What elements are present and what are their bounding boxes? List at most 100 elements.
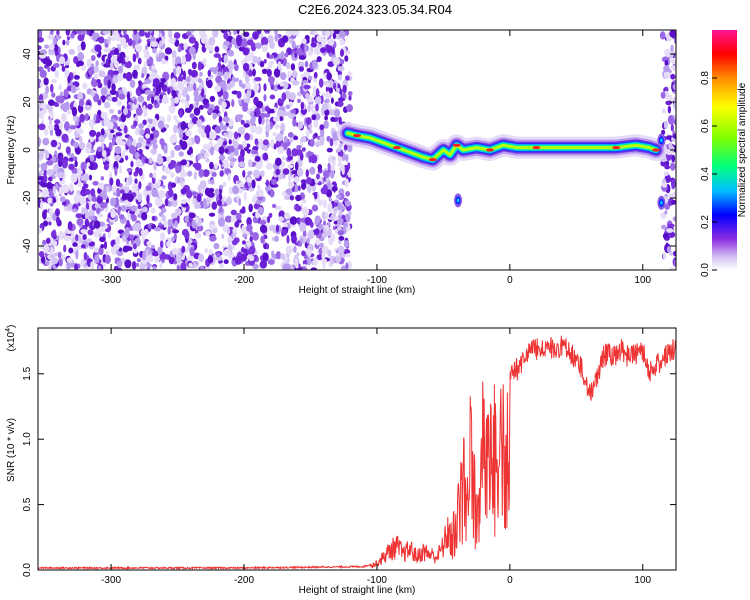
noise-speckle xyxy=(321,30,327,37)
noise-speckle xyxy=(77,169,83,175)
noise-speckle xyxy=(84,113,89,122)
noise-speckle xyxy=(297,98,301,103)
noise-speckle xyxy=(254,138,259,146)
noise-speckle xyxy=(305,92,310,100)
snr-x-label: Height of straight line (km) xyxy=(299,585,416,596)
noise-speckle xyxy=(141,206,148,213)
noise-speckle xyxy=(670,179,676,189)
noise-speckle xyxy=(45,59,53,67)
noise-speckle xyxy=(75,234,79,242)
noise-speckle xyxy=(211,172,217,177)
noise-speckle xyxy=(135,166,140,174)
noise-speckle xyxy=(138,30,145,37)
noise-speckle xyxy=(259,259,268,269)
noise-speckle xyxy=(152,143,158,150)
noise-speckle xyxy=(168,254,175,265)
noise-speckle xyxy=(347,210,352,216)
noise-speckle xyxy=(184,53,192,62)
noise-speckle xyxy=(664,165,671,170)
noise-speckle xyxy=(86,30,91,36)
signal-trace-band xyxy=(346,131,658,162)
noise-speckle xyxy=(177,46,182,53)
noise-speckle xyxy=(46,160,54,166)
noise-speckle xyxy=(93,162,98,170)
noise-speckle xyxy=(117,56,124,63)
noise-speckle xyxy=(38,190,42,196)
noise-speckle xyxy=(672,133,676,139)
noise-speckle xyxy=(48,51,55,56)
noise-speckle xyxy=(314,228,320,236)
noise-speckle xyxy=(212,112,217,120)
noise-speckle xyxy=(279,116,284,122)
noise-speckle xyxy=(138,123,145,129)
noise-speckle xyxy=(304,43,308,53)
spectrogram-y-label: Frequency (Hz) xyxy=(6,116,17,185)
noise-speckle xyxy=(266,216,271,224)
noise-speckle xyxy=(306,237,310,244)
noise-speckle xyxy=(283,195,291,200)
noise-speckle xyxy=(111,96,118,102)
noise-speckle xyxy=(664,60,669,67)
noise-speckle xyxy=(673,259,676,267)
noise-speckle xyxy=(348,95,352,101)
noise-speckle xyxy=(323,220,326,226)
noise-speckle xyxy=(110,208,116,219)
noise-speckle xyxy=(229,80,236,88)
noise-speckle xyxy=(276,224,279,233)
noise-speckle xyxy=(198,84,202,92)
noise-speckle xyxy=(228,139,232,145)
noise-speckle xyxy=(150,41,158,47)
noise-speckle xyxy=(263,83,267,92)
noise-speckle xyxy=(210,179,215,185)
noise-speckle xyxy=(87,229,94,236)
noise-speckle xyxy=(55,34,62,40)
noise-speckle xyxy=(330,116,336,122)
noise-speckle xyxy=(81,185,86,193)
noise-speckle xyxy=(321,232,328,238)
noise-speckle xyxy=(268,212,273,219)
noise-speckle xyxy=(661,108,666,114)
noise-speckle xyxy=(340,265,347,270)
noise-speckle xyxy=(265,243,270,250)
noise-speckle xyxy=(49,110,54,119)
noise-speckle xyxy=(98,182,105,190)
noise-speckle xyxy=(335,87,340,93)
noise-speckle xyxy=(39,69,47,78)
noise-speckle xyxy=(325,30,331,38)
noise-speckle xyxy=(232,185,240,195)
noise-speckle xyxy=(124,182,130,188)
noise-speckle xyxy=(144,89,152,95)
noise-speckle xyxy=(138,181,142,190)
spectral-spot-core xyxy=(660,138,663,143)
noise-speckle xyxy=(333,202,339,207)
noise-speckle xyxy=(314,95,322,105)
noise-speckle xyxy=(110,55,119,63)
noise-speckle xyxy=(345,191,350,197)
noise-speckle xyxy=(203,143,210,151)
noise-speckle xyxy=(306,177,312,185)
noise-speckle xyxy=(669,250,673,256)
noise-speckle xyxy=(345,75,350,81)
noise-speckle xyxy=(50,30,54,35)
noise-speckle xyxy=(88,66,95,76)
noise-speckle xyxy=(107,121,114,129)
noise-speckle xyxy=(189,103,194,110)
noise-speckle xyxy=(209,95,216,102)
noise-speckle xyxy=(345,262,349,270)
noise-speckle xyxy=(152,78,160,85)
noise-speckle xyxy=(108,108,115,114)
noise-speckle xyxy=(90,188,96,197)
noise-speckle xyxy=(174,144,182,151)
noise-speckle xyxy=(83,251,88,261)
noise-speckle xyxy=(305,169,309,178)
noise-speckle xyxy=(150,72,157,77)
noise-speckle xyxy=(100,202,108,209)
noise-speckle xyxy=(284,212,291,220)
noise-speckle xyxy=(255,100,264,109)
noise-speckle xyxy=(340,59,345,65)
noise-speckle xyxy=(256,30,262,35)
noise-speckle xyxy=(285,245,293,255)
noise-speckle xyxy=(173,115,178,120)
noise-speckle xyxy=(146,194,150,204)
